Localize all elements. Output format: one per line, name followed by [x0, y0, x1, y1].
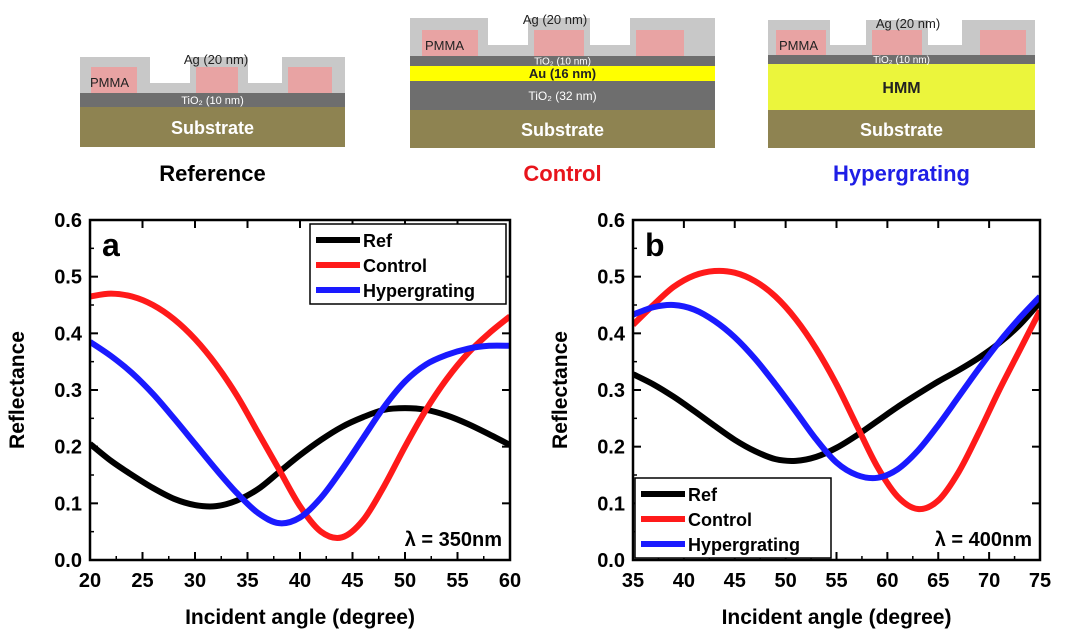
y-tick-label: 0.6 — [54, 210, 82, 232]
x-tick-label: 55 — [446, 570, 468, 592]
legend-label-control: Control — [363, 256, 427, 276]
gold-layer — [410, 66, 715, 81]
caption-reference: Reference — [159, 161, 265, 186]
legend-label-ref: Ref — [688, 485, 718, 505]
x-tick-label: 40 — [673, 570, 695, 592]
pmma-label: PMMA — [779, 38, 818, 53]
pmma-block — [288, 67, 332, 93]
series-line-hypergrating — [90, 339, 510, 527]
tio2-top-layer — [410, 56, 715, 66]
substrate-layer — [410, 110, 715, 148]
pmma-label: PMMA — [90, 75, 129, 90]
x-tick-label: 60 — [876, 570, 898, 592]
y-tick-label: 0.1 — [597, 493, 625, 515]
x-tick-label: 30 — [184, 570, 206, 592]
silver-label: Ag (20 nm) — [184, 52, 248, 67]
y-tick-label: 0.2 — [597, 437, 625, 459]
x-axis-label: Incident angle (degree) — [722, 606, 952, 629]
tio2-layer-label: TiO₂ (10 nm) — [181, 95, 244, 107]
panel-label: b — [645, 227, 665, 263]
y-tick-label: 0.4 — [54, 323, 83, 345]
caption-hypergrating: Hypergrating — [833, 161, 970, 186]
hmm-layer-label: HMM — [882, 80, 920, 97]
pmma-block — [422, 30, 478, 56]
wavelength-annotation: λ = 350nm — [405, 529, 502, 551]
tio2-layer — [80, 93, 345, 107]
caption-control: Control — [523, 161, 601, 186]
pmma-block — [636, 30, 684, 56]
x-tick-label: 70 — [978, 570, 1000, 592]
x-tick-label: 25 — [131, 570, 153, 592]
y-tick-label: 0.4 — [597, 323, 626, 345]
legend-label-hypergrating: Hypergrating — [688, 535, 800, 555]
y-tick-label: 0.0 — [597, 550, 625, 572]
diagram-control: Substrate TiO₂ (32 nm) Au (16 nm)TiO₂ (10 … — [410, 12, 715, 186]
substrate-label: Substrate — [171, 118, 254, 138]
plot-frame — [88, 218, 512, 562]
x-tick-label: 45 — [724, 570, 746, 592]
silver-label: Ag (20 nm) — [523, 12, 587, 27]
series-line-hypergrating — [633, 294, 1040, 482]
diagram-hypergrating: Substrate HMM TiO₂ (10 nm) PMMA Ag (20 nm) Hy… — [768, 16, 1035, 186]
panel-label: a — [102, 227, 120, 263]
wavelength-annotation: λ = 400nm — [935, 529, 1032, 551]
x-tick-label: 40 — [289, 570, 311, 592]
substrate-label: Substrate — [860, 120, 943, 140]
pmma-label: PMMA — [425, 38, 464, 53]
legend-label-hypergrating: Hypergrating — [363, 281, 475, 301]
series-line-control — [633, 267, 1040, 513]
x-tick-label: 75 — [1029, 570, 1051, 592]
x-tick-label: 55 — [825, 570, 847, 592]
chart-panel-b: 35 40 45 50 55 60 65 70 75 0.0 0.1 0.2 0.3 0.4 0.5 0.6 b… — [549, 210, 1051, 629]
y-tick-label: 0.1 — [54, 493, 82, 515]
legend-label-ref: Ref — [363, 231, 393, 251]
diagram-reference: Substrate TiO₂ (10 nm) PMMA Ag (20 nm) Refer… — [80, 52, 345, 186]
x-tick-label: 50 — [394, 570, 416, 592]
hmm-layer — [768, 64, 1035, 110]
pmma-block — [91, 67, 137, 93]
y-tick-label: 0.0 — [54, 550, 82, 572]
pmma-block — [980, 30, 1026, 55]
x-tick-label: 35 — [622, 570, 644, 592]
y-tick-label: 0.5 — [597, 267, 625, 289]
substrate-layer — [768, 110, 1035, 148]
x-tick-label: 45 — [341, 570, 363, 592]
silver-label: Ag (20 nm) — [876, 16, 940, 31]
tio2-layer — [768, 55, 1035, 64]
x-tick-label: 20 — [79, 570, 101, 592]
y-tick-label: 0.5 — [54, 267, 82, 289]
y-axis-label: Reflectance — [6, 331, 29, 449]
y-tick-label: 0.2 — [54, 437, 82, 459]
substrate-label: Substrate — [521, 120, 604, 140]
pmma-block — [872, 30, 922, 55]
tio2-bottom-layer — [410, 81, 715, 110]
gold-layer-label: Au (16 nm) — [529, 66, 596, 81]
pmma-block — [776, 30, 826, 55]
x-tick-label: 35 — [236, 570, 258, 592]
y-axis-label: Reflectance — [549, 331, 572, 449]
x-tick-label: 65 — [927, 570, 949, 592]
substrate-layer — [80, 107, 345, 147]
x-tick-label: 50 — [775, 570, 797, 592]
x-tick-label: 60 — [499, 570, 521, 592]
chart-panel-a: 20 25 30 35 40 45 50 55 60 0.0 0.1 0.2 0.3 0.4 0.5 0.6 a… — [6, 210, 521, 629]
tio2-bottom-layer-label: TiO₂ (32 nm) — [528, 89, 596, 103]
tio2-layer-label: TiO₂ (10 nm) — [873, 55, 930, 66]
y-tick-label: 0.3 — [54, 380, 82, 402]
pmma-block — [534, 30, 584, 56]
y-tick-label: 0.3 — [597, 380, 625, 402]
plot-frame — [631, 218, 1042, 562]
x-axis-label: Incident angle (degree) — [185, 606, 415, 629]
series-line-ref — [90, 405, 510, 510]
tio2-top-layer-label: TiO₂ (10 nm) — [534, 57, 591, 68]
y-tick-label: 0.6 — [597, 210, 625, 232]
series-line-ref — [633, 300, 1040, 464]
pmma-block — [196, 67, 238, 93]
series-line-control — [90, 290, 510, 541]
legend-label-control: Control — [688, 510, 752, 530]
